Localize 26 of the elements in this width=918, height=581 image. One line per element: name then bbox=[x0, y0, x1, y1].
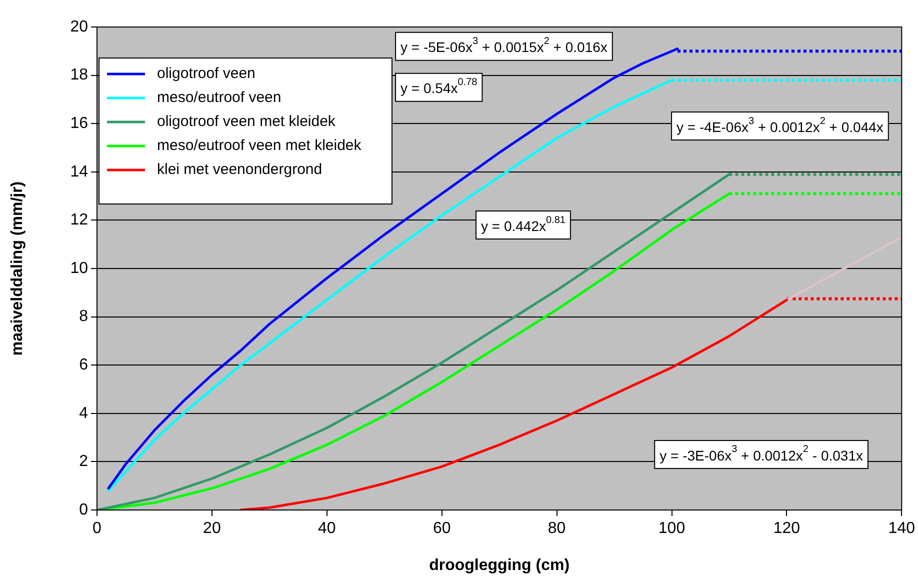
y-tick-label: 20 bbox=[70, 18, 88, 36]
x-tick-label: 0 bbox=[92, 520, 102, 538]
legend-label: oligotroof veen bbox=[157, 65, 256, 82]
legend-label: oligotroof veen met kleidek bbox=[157, 113, 336, 130]
y-tick-label: 2 bbox=[79, 453, 88, 470]
y-tick-label: 14 bbox=[70, 163, 88, 180]
x-axis-title: drooglegging (cm) bbox=[429, 556, 570, 574]
y-tick-label: 0 bbox=[79, 501, 88, 518]
y-tick-label: 12 bbox=[70, 212, 88, 229]
x-tick-label: 20 bbox=[203, 520, 221, 538]
y-tick-label: 6 bbox=[79, 356, 88, 374]
legend-label: meso/eutroof veen met kleidek bbox=[157, 137, 362, 154]
y-tick-label: 16 bbox=[70, 115, 88, 132]
legend-label: meso/eutroof veen bbox=[157, 89, 282, 106]
y-tick-label: 10 bbox=[70, 260, 88, 277]
y-axis-title: maaivelddaling (mm/jr) bbox=[9, 181, 26, 356]
x-tick-label: 120 bbox=[773, 520, 800, 538]
x-tick-label: 60 bbox=[432, 520, 451, 538]
y-tick-label: 4 bbox=[79, 404, 88, 422]
x-tick-label: 80 bbox=[548, 520, 566, 538]
legend-label: klei met veenondergrond bbox=[157, 161, 322, 178]
x-tick-label: 40 bbox=[318, 520, 336, 538]
y-tick-label: 18 bbox=[70, 66, 88, 84]
x-tick-label: 140 bbox=[888, 520, 916, 538]
y-tick-label: 8 bbox=[79, 308, 88, 326]
x-tick-label: 100 bbox=[658, 520, 686, 538]
